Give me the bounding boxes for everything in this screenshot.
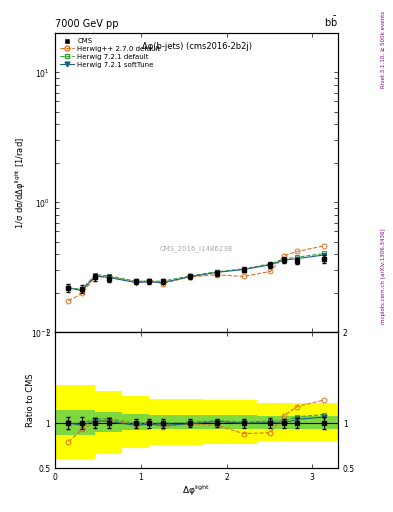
Y-axis label: 1/σ dσ/dΔφ$^{\mathrm{light}}$ [1/rad]: 1/σ dσ/dΔφ$^{\mathrm{light}}$ [1/rad] <box>14 137 28 229</box>
Y-axis label: Ratio to CMS: Ratio to CMS <box>26 374 35 428</box>
Legend: CMS, Herwig++ 2.7.0 default, Herwig 7.2.1 default, Herwig 7.2.1 softTune: CMS, Herwig++ 2.7.0 default, Herwig 7.2.… <box>59 37 162 69</box>
Text: Rivet 3.1.10, ≥ 500k events: Rivet 3.1.10, ≥ 500k events <box>381 11 386 89</box>
Text: Δφ(b-jets) (cms2016-2b2j): Δφ(b-jets) (cms2016-2b2j) <box>141 42 252 51</box>
X-axis label: Δφ$^{\mathrm{light}}$: Δφ$^{\mathrm{light}}$ <box>182 484 211 498</box>
Text: b$\bar{\mathrm{b}}$: b$\bar{\mathrm{b}}$ <box>324 15 338 29</box>
Text: 7000 GeV pp: 7000 GeV pp <box>55 19 119 29</box>
Text: CMS_2016_I1486238: CMS_2016_I1486238 <box>160 245 233 252</box>
Text: mcplots.cern.ch [arXiv:1306.3436]: mcplots.cern.ch [arXiv:1306.3436] <box>381 229 386 324</box>
